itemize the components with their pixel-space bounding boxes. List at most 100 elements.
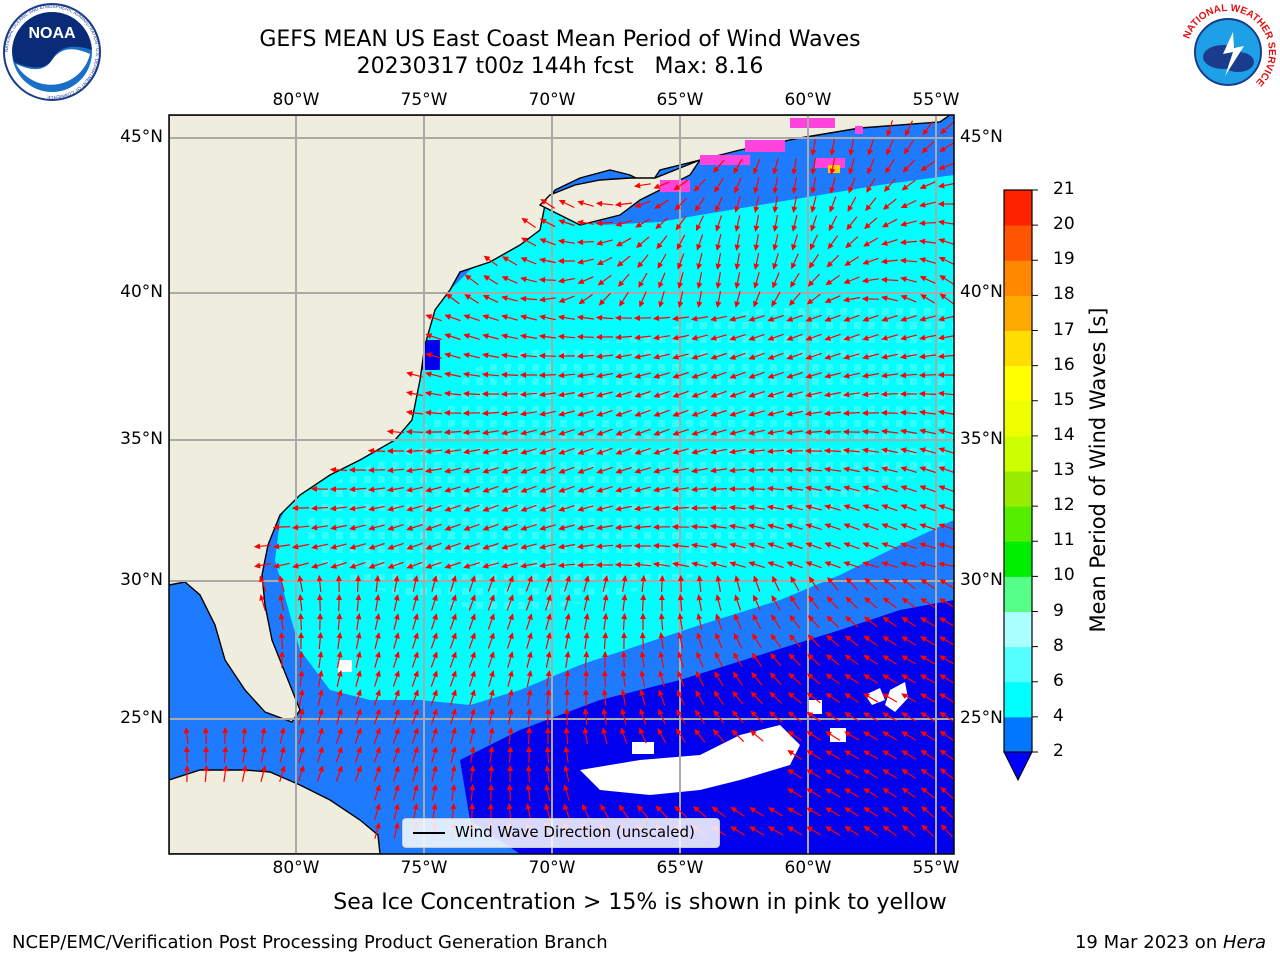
wave-direction-arrowhead [463, 352, 470, 359]
wave-direction-arrowhead [602, 631, 609, 639]
wave-direction-arrowhead [938, 409, 945, 416]
wave-direction-arrowhead [291, 505, 298, 511]
wave-direction-arrowhead [596, 259, 604, 266]
wave-direction-arrowhead [748, 410, 755, 417]
wave-direction-arrowhead [734, 263, 741, 271]
wave-direction-arrowhead [336, 612, 343, 620]
wave-direction-arrowhead [748, 335, 756, 341]
lon-label-bottom: 75°W [400, 858, 448, 878]
wave-direction-arrowhead [748, 523, 755, 530]
wave-direction-arrowhead [881, 447, 888, 454]
wave-direction-arrowhead [788, 653, 796, 660]
wave-direction-arrowhead [747, 485, 755, 492]
map-title: GEFS MEAN US East Coast Mean Period of W… [259, 27, 861, 52]
wave-direction-arrowhead [444, 371, 451, 378]
wave-direction-arrowhead [462, 371, 470, 378]
wave-direction-arrowhead [260, 726, 267, 734]
wave-direction-arrowhead [937, 334, 945, 341]
wave-direction-arrowhead [639, 650, 646, 658]
wave-direction-arrowhead [770, 633, 777, 641]
wave-direction-arrowhead [862, 259, 870, 265]
wave-direction-arrowhead [690, 523, 698, 530]
wave-direction-arrowhead [882, 769, 890, 775]
wave-direction-arrowhead [751, 671, 758, 679]
wave-direction-arrowhead [184, 764, 190, 771]
wave-direction-arrowhead [470, 670, 476, 678]
wave-direction-arrowhead [848, 149, 855, 156]
wave-direction-arrowhead [598, 299, 606, 306]
wave-direction-arrowhead [825, 807, 832, 814]
wave-direction-arrowhead [393, 613, 400, 620]
wave-direction-arrowhead [824, 504, 832, 511]
wave-direction-arrowhead [595, 314, 603, 321]
wave-direction-arrowhead [863, 635, 871, 642]
wave-direction-arrowhead [861, 447, 869, 454]
wave-direction-arrowhead [329, 466, 337, 473]
wave-direction-arrowhead [770, 653, 777, 660]
wave-direction-arrowhead [734, 301, 741, 308]
wave-direction-arrowhead [183, 745, 190, 753]
wave-direction-arrowhead [734, 186, 740, 194]
wave-direction-arrowhead [634, 411, 642, 417]
wave-direction-arrowhead [862, 561, 870, 567]
wave-direction-arrowhead [356, 765, 362, 773]
wave-direction-arrowhead [805, 504, 812, 511]
wave-direction-arrowhead [203, 764, 210, 772]
wave-direction-arrowhead [806, 788, 813, 795]
wave-direction-arrowhead [919, 504, 927, 510]
wave-direction-arrowhead [596, 372, 603, 379]
wave-direction-arrowhead [639, 689, 645, 696]
wave-direction-arrowhead [767, 354, 775, 360]
legend-line-symbol [413, 832, 445, 834]
wave-direction-arrowhead [734, 205, 741, 213]
wave-direction-arrowhead [695, 690, 702, 697]
wave-direction-arrowhead [786, 542, 794, 548]
wave-direction-arrowhead [431, 784, 438, 791]
wave-direction-arrowhead [938, 428, 945, 435]
wave-direction-arrowhead [425, 333, 433, 339]
wave-direction-arrowhead [788, 299, 796, 306]
wave-direction-arrowhead [805, 372, 813, 379]
wave-direction-arrowhead [709, 504, 717, 511]
wave-direction-arrowhead [526, 707, 533, 715]
wave-direction-arrowhead [292, 543, 299, 550]
wave-direction-arrowhead [901, 787, 909, 794]
colorbar-tick-label: 20 [1053, 214, 1075, 235]
wave-direction-arrowhead [431, 746, 438, 753]
wave-direction-arrowhead [527, 594, 533, 602]
wave-direction-arrowhead [279, 746, 286, 753]
lon-label-top: 55°W [912, 90, 960, 110]
wave-direction-arrowhead [903, 147, 910, 155]
wave-direction-arrowhead [920, 712, 927, 719]
colorbar-tick-label: 18 [1053, 284, 1075, 305]
lon-label-bottom: 80°W [272, 858, 320, 878]
wave-direction-arrowhead [677, 282, 684, 289]
wave-direction-arrowhead [260, 765, 267, 772]
wave-direction-arrowhead [330, 563, 338, 569]
wave-direction-arrowhead [558, 524, 565, 531]
wave-direction-arrowhead [937, 353, 945, 360]
wave-direction-arrowhead [671, 542, 679, 549]
wave-direction-arrowhead [920, 693, 927, 700]
wave-direction-arrowhead [825, 692, 833, 699]
wave-direction-arrowhead [386, 486, 394, 493]
colorbar-tick-label: 2 [1053, 741, 1064, 761]
wave-direction-arrowhead [827, 242, 834, 250]
wave-direction-arrowhead [557, 352, 564, 359]
wave-direction-arrowhead [904, 129, 911, 137]
wave-direction-arrowhead [633, 334, 641, 341]
wave-direction-arrowhead [615, 468, 623, 474]
wave-direction-arrowhead [753, 282, 760, 289]
wave-direction-arrowhead [675, 223, 682, 231]
wave-direction-arrowhead [709, 486, 717, 493]
wave-direction-arrowhead [710, 392, 718, 398]
wave-direction-arrowhead [848, 168, 855, 175]
wave-direction-arrowhead [558, 449, 566, 455]
wave-direction-arrowhead [676, 243, 683, 251]
wave-direction-arrowhead [652, 334, 660, 341]
wave-direction-arrowhead [805, 523, 813, 529]
wave-direction-arrowhead [413, 651, 419, 659]
wave-direction-arrowhead [863, 693, 870, 700]
wave-direction-arrowhead [691, 430, 699, 436]
wave-direction-arrowhead [557, 238, 565, 245]
